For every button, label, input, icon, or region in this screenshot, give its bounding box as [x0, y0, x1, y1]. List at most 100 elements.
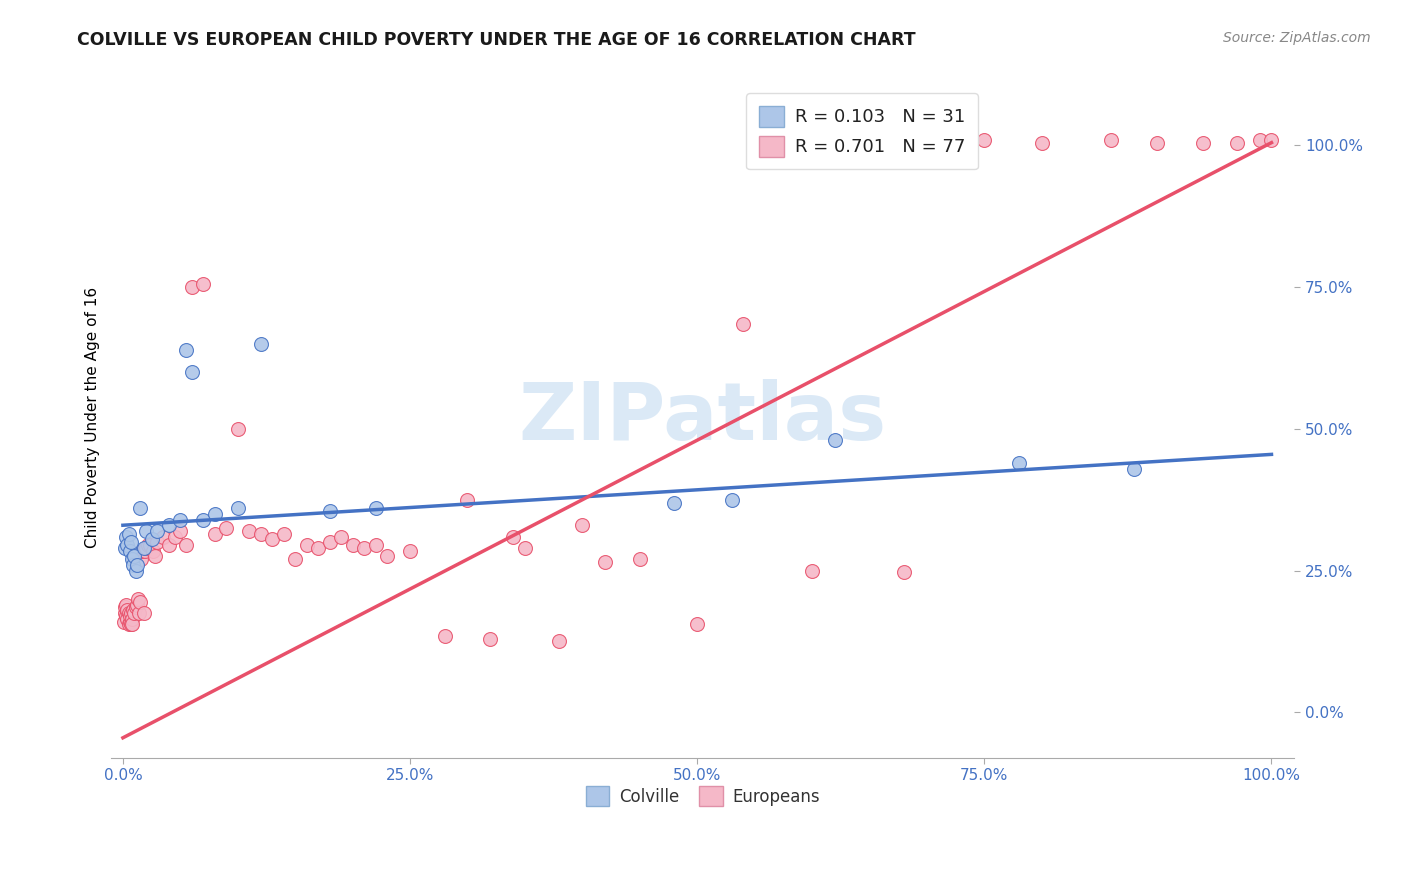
Point	[134, 543, 156, 558]
Point	[121, 612, 143, 626]
Y-axis label: Child Poverty Under the Age of 16: Child Poverty Under the Age of 16	[86, 287, 100, 548]
Point	[139, 538, 162, 552]
Point	[571, 518, 593, 533]
Point	[284, 552, 307, 566]
Point	[204, 507, 226, 521]
Point	[180, 365, 202, 379]
Point	[502, 530, 524, 544]
Point	[121, 617, 143, 632]
Point	[215, 521, 238, 535]
Point	[122, 603, 145, 617]
Point	[193, 512, 215, 526]
Point	[129, 595, 152, 609]
Point	[193, 277, 215, 292]
Point	[226, 501, 249, 516]
Point	[174, 343, 197, 357]
Point	[273, 526, 295, 541]
Point	[163, 530, 186, 544]
Point	[118, 615, 141, 629]
Point	[330, 530, 353, 544]
Point	[125, 558, 148, 572]
Point	[146, 524, 169, 538]
Point	[132, 606, 155, 620]
Point	[801, 564, 824, 578]
Point	[295, 538, 318, 552]
Point	[157, 518, 180, 533]
Text: Source: ZipAtlas.com: Source: ZipAtlas.com	[1223, 31, 1371, 45]
Point	[720, 492, 742, 507]
Point	[1191, 136, 1213, 150]
Point	[664, 495, 686, 509]
Point	[249, 336, 271, 351]
Point	[893, 565, 915, 579]
Point	[157, 538, 180, 552]
Point	[686, 617, 709, 632]
Point	[117, 617, 139, 632]
Point	[318, 535, 340, 549]
Point	[1122, 461, 1144, 475]
Point	[824, 434, 846, 448]
Point	[479, 632, 502, 646]
Point	[262, 533, 284, 547]
Point	[124, 564, 146, 578]
Point	[135, 541, 157, 555]
Point	[136, 538, 159, 552]
Point	[131, 543, 153, 558]
Point	[375, 549, 398, 564]
Point	[120, 606, 142, 620]
Point	[120, 617, 142, 632]
Point	[129, 501, 152, 516]
Point	[595, 555, 617, 569]
Point	[307, 541, 329, 555]
Point	[117, 538, 139, 552]
Point	[124, 600, 146, 615]
Point	[121, 552, 143, 566]
Point	[174, 538, 197, 552]
Point	[1008, 456, 1031, 470]
Point	[125, 598, 148, 612]
Point	[146, 535, 169, 549]
Point	[513, 541, 536, 555]
Point	[124, 549, 146, 564]
Point	[129, 552, 152, 566]
Point	[226, 422, 249, 436]
Point	[399, 543, 422, 558]
Point	[548, 634, 571, 648]
Point	[733, 317, 755, 331]
Point	[1249, 133, 1271, 147]
Point	[112, 615, 135, 629]
Point	[142, 543, 165, 558]
Point	[364, 538, 387, 552]
Point	[120, 535, 142, 549]
Point	[152, 530, 174, 544]
Point	[114, 541, 136, 555]
Point	[118, 543, 141, 558]
Point	[118, 609, 141, 624]
Point	[117, 603, 139, 617]
Point	[117, 526, 139, 541]
Point	[180, 280, 202, 294]
Point	[1031, 136, 1053, 150]
Point	[115, 598, 138, 612]
Point	[117, 606, 139, 620]
Point	[117, 612, 139, 626]
Point	[135, 524, 157, 538]
Point	[124, 606, 146, 620]
Point	[1099, 133, 1122, 147]
Text: ZIPatlas: ZIPatlas	[519, 378, 887, 457]
Point	[128, 606, 150, 620]
Point	[353, 541, 375, 555]
Point	[114, 606, 136, 620]
Point	[114, 600, 136, 615]
Point	[127, 591, 149, 606]
Point	[456, 492, 478, 507]
Point	[141, 533, 163, 547]
Point	[433, 629, 456, 643]
Point	[169, 524, 191, 538]
Point	[628, 552, 651, 566]
Point	[249, 526, 271, 541]
Point	[318, 504, 340, 518]
Point	[204, 526, 226, 541]
Text: COLVILLE VS EUROPEAN CHILD POVERTY UNDER THE AGE OF 16 CORRELATION CHART: COLVILLE VS EUROPEAN CHILD POVERTY UNDER…	[77, 31, 915, 49]
Legend: Colville, Europeans: Colville, Europeans	[578, 778, 828, 814]
